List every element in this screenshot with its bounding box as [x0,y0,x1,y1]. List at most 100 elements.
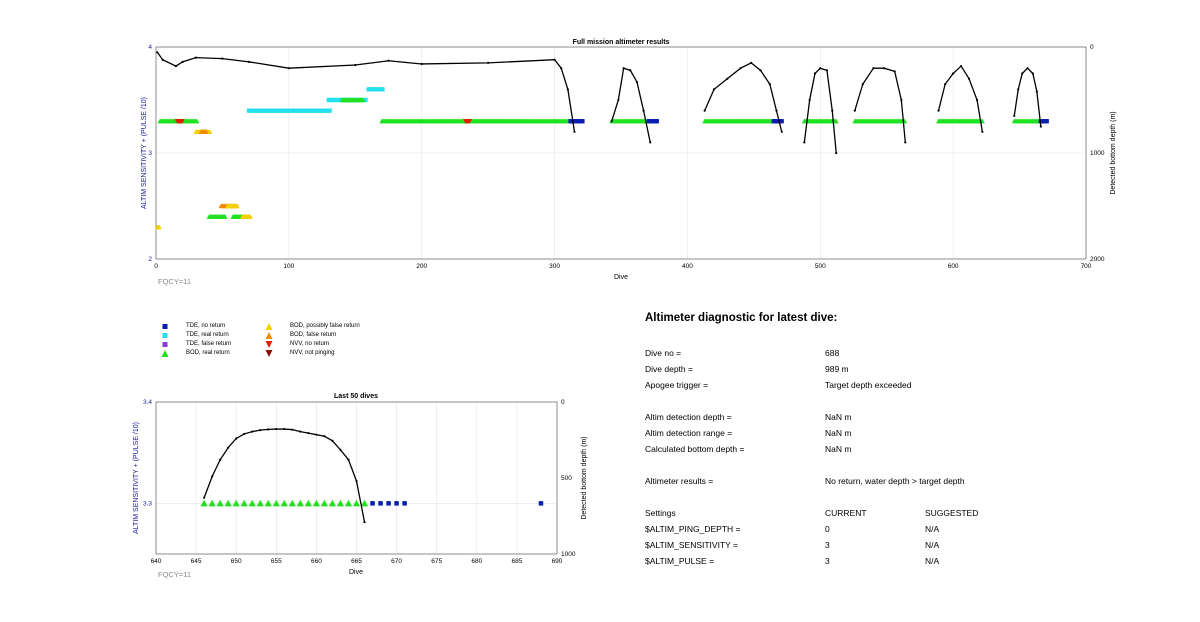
top-marker [467,119,473,124]
depth-point [573,130,576,133]
depth-point [275,427,278,431]
depth-point [247,60,251,63]
top-x-tick-label: 600 [948,263,959,270]
depth-point [853,109,856,112]
depth-point [808,98,811,102]
depth-point [1039,125,1042,128]
top-chart-title: Full mission altimeter results [573,39,670,46]
depth-point [944,83,947,86]
bottom-chart-ylabel-left: ALTIM SENSITIVITY + (PULSE /10) [133,422,140,534]
top-chart-axes-box [155,46,1087,260]
depth-point [882,67,886,70]
depth-point [299,430,302,433]
top-x-tick-label: 300 [549,263,560,270]
depth-point [937,109,940,112]
top-depth-arc-line [854,67,906,143]
top-marker [203,129,209,134]
cyan-square-icon [162,333,168,338]
top-chart-grid [156,47,1086,259]
bottom-x-tick-label: 680 [471,558,482,565]
bottom-chart-ticks: 640 645 650 655 660 665 670 675 680 685 690 3.4 3.3 0… [143,399,576,565]
top-marker [327,108,332,113]
bottom-bod-marker [312,499,320,507]
purple-square-icon [162,342,168,347]
depth-point [617,98,620,102]
depth-point [174,64,178,68]
depth-point [560,67,563,70]
depth-point [243,432,246,436]
depth-point [739,67,742,70]
bottom-bod-marker [328,499,337,507]
depth-point [904,141,907,144]
top-depth-series-line [156,51,576,132]
bottom-x-tick-label: 645 [191,558,202,565]
depth-point [331,439,334,442]
depth-point [775,109,778,112]
depth-point [759,69,762,72]
depth-point [1017,88,1020,91]
depth-point [194,56,197,59]
bottom-bod-marker [280,499,288,507]
depth-point [203,496,206,499]
depth-point [825,69,829,72]
depth-point [315,433,318,436]
bottom-x-tick-label: 665 [351,558,362,565]
depth-point [287,67,290,70]
bottom-bod-marker [320,499,329,507]
top-depth-arc-line [1013,67,1042,127]
bottom-bod-marker [216,499,224,507]
diagnostic-title: Altimeter diagnostic for latest dive: [645,312,838,324]
green-triangle-icon [161,350,169,357]
depth-point [221,57,224,60]
top-x-tick-label: 100 [283,263,294,270]
top-marker [194,118,200,124]
bottom-depth-series-line [203,428,366,523]
bottom-yright-tick-label: 500 [561,475,572,482]
depth-point [712,88,716,91]
depth-point [291,428,294,431]
depth-point [251,430,254,433]
depth-point [387,59,390,62]
depth-point [354,63,357,67]
depth-point [553,58,556,61]
top-chart-footnote: FQCY=11 [158,277,191,286]
depth-point [629,69,632,72]
top-depth-arc-line [611,67,651,143]
depth-point [952,72,955,75]
depth-point [703,109,706,112]
top-chart-depth-lines [156,51,1042,155]
bottom-tde-marker [538,501,544,506]
top-x-tick-label: 200 [416,263,427,270]
full-mission-chart: Full mission altimeter results Dive ALTI… [141,39,1117,286]
top-chart-ylabel-left: ALTIM SENSITIVITY + (PULSE /10) [141,97,148,209]
bottom-tde-marker [378,501,383,506]
depth-point [1026,67,1029,70]
depth-point [566,88,569,91]
top-marker [654,119,659,124]
top-marker [247,214,253,219]
depth-point [900,98,903,102]
bottom-bod-marker [248,499,256,507]
top-x-tick-label: 500 [815,263,826,270]
depth-point [235,437,238,440]
bottom-x-tick-label: 660 [311,558,322,565]
top-marker [207,129,213,134]
top-marker [833,118,839,124]
bottom-chart-axes-box [155,401,558,555]
depth-point [893,70,896,73]
yellow-triangle-icon [265,323,273,330]
depth-point [1035,90,1038,93]
top-yleft-tick-label: 4 [148,44,152,51]
depth-point [1013,114,1016,117]
top-chart-xlabel: Dive [614,274,628,281]
top-yright-tick-label: 1000 [1090,150,1105,157]
depth-point [339,448,342,451]
depth-point [813,72,817,75]
bottom-bod-marker [360,499,369,507]
top-x-tick-label: 0 [154,263,158,270]
top-yleft-tick-label: 3 [148,150,152,157]
top-marker [363,97,368,103]
darkred-down-triangle-icon [265,350,273,357]
bottom-bod-marker [296,499,304,507]
depth-point [831,109,834,112]
